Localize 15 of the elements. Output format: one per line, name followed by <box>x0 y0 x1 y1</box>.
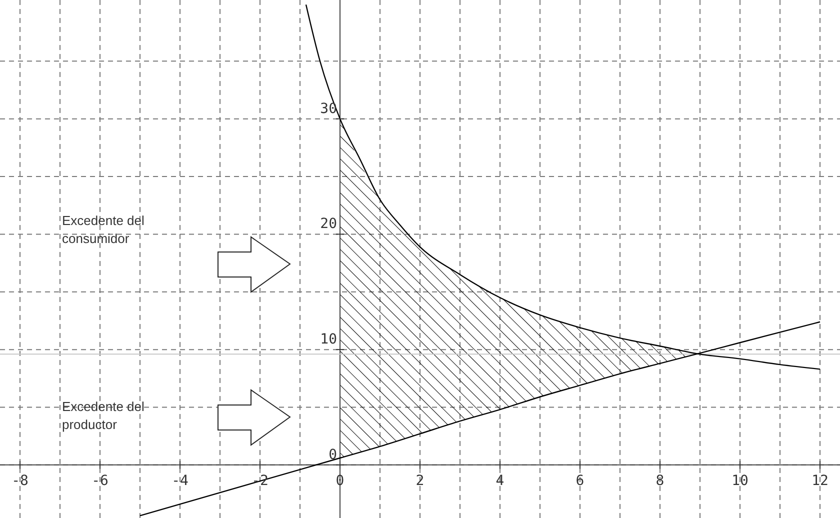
y-tick-label: 10 <box>320 332 337 348</box>
x-tick-label: -8 <box>12 472 28 489</box>
y-tick-label: 30 <box>320 100 337 117</box>
y-tick-label: 0 <box>328 446 337 463</box>
x-tick-label: -4 <box>172 472 188 489</box>
x-tick-label: -6 <box>92 472 108 489</box>
y-tick-label: 20 <box>320 216 337 232</box>
x-tick-label: 10 <box>732 472 748 489</box>
x-tick-label: 2 <box>416 472 424 489</box>
x-tick-label: 4 <box>496 472 504 489</box>
annotation: Excedente del consumidor <box>62 212 146 248</box>
x-tick-label: 8 <box>656 472 664 489</box>
x-tick-label: 12 <box>812 472 828 489</box>
annotation: Excedente del productor <box>62 398 146 434</box>
x-tick-label: 6 <box>576 472 584 489</box>
